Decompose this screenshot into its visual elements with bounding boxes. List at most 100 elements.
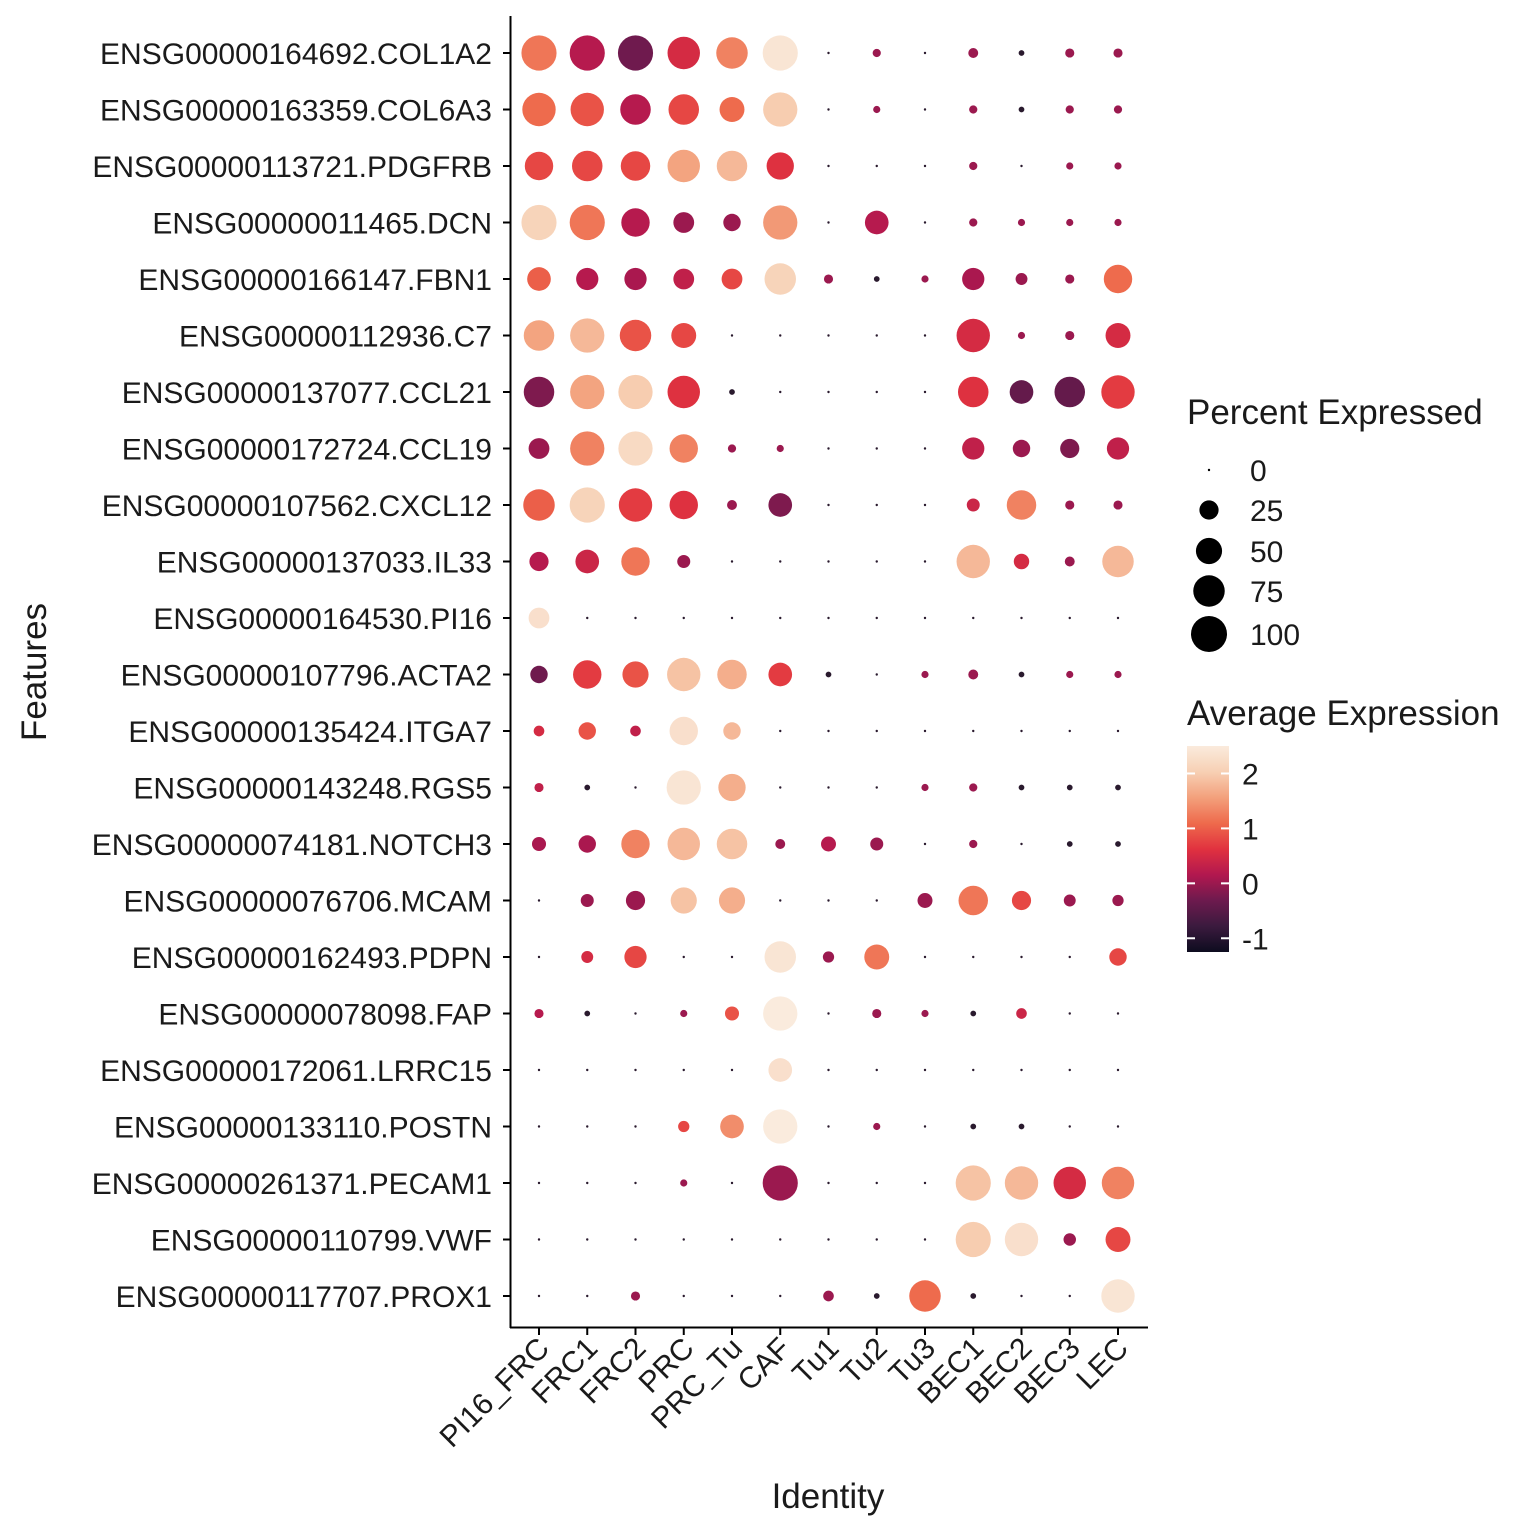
dot xyxy=(1020,842,1023,846)
dot xyxy=(921,783,929,792)
y-tick-label: ENSG00000164692.COL1A2 xyxy=(100,38,492,71)
dot xyxy=(875,447,878,450)
x-tick-label: LEC xyxy=(1070,1332,1135,1397)
dot xyxy=(668,94,700,125)
dot xyxy=(875,899,878,902)
dot xyxy=(969,783,978,792)
dot xyxy=(586,1181,589,1185)
dot xyxy=(1012,439,1031,458)
dot xyxy=(624,945,647,969)
dot xyxy=(1060,438,1080,459)
dot xyxy=(1116,616,1120,620)
dot xyxy=(822,951,835,963)
dot xyxy=(823,274,834,284)
dot xyxy=(768,493,793,517)
dot xyxy=(529,551,549,572)
dot xyxy=(923,447,927,450)
dot xyxy=(717,659,747,690)
dot xyxy=(923,334,927,337)
dot xyxy=(537,1294,541,1298)
y-tick-label: ENSG00000172724.CCL19 xyxy=(122,434,492,467)
dot xyxy=(875,560,878,563)
dot xyxy=(864,944,890,970)
dot xyxy=(1068,729,1071,733)
dot xyxy=(624,267,647,291)
dot xyxy=(617,35,654,71)
dot xyxy=(955,1221,991,1258)
dot xyxy=(827,390,830,394)
y-tick-labels: ENSG00000164692.COL1A2 ENSG00000163359.CO… xyxy=(92,38,492,1314)
dot xyxy=(730,616,734,620)
dot xyxy=(955,1165,991,1201)
dot xyxy=(530,665,548,684)
dot xyxy=(1065,274,1075,284)
y-tick-label: ENSG00000112936.C7 xyxy=(179,321,492,354)
dot xyxy=(1009,380,1034,404)
dot xyxy=(768,662,793,687)
x-tick-labels: PI16_FRCFRC1FRC2PRCPRC_TuCAFTu1Tu2Tu3BEC… xyxy=(434,1332,1135,1454)
dot xyxy=(671,323,697,348)
dot xyxy=(827,1125,830,1128)
dot xyxy=(1020,616,1023,620)
dot xyxy=(669,434,698,463)
dot xyxy=(827,1012,830,1015)
dot xyxy=(875,334,878,337)
dot xyxy=(569,487,605,523)
dot xyxy=(1020,955,1023,959)
dot xyxy=(763,205,798,240)
y-tick-label: ENSG00000164530.PI16 xyxy=(153,603,492,636)
dot xyxy=(966,498,980,512)
dot xyxy=(680,1009,688,1018)
dot xyxy=(669,490,698,520)
dot xyxy=(875,673,878,676)
dot xyxy=(909,1280,941,1312)
dot xyxy=(581,951,594,963)
dot xyxy=(533,725,545,737)
y-tick-label: ENSG00000074181.NOTCH3 xyxy=(92,829,492,862)
dot xyxy=(827,334,830,337)
colorbar-label: -1 xyxy=(1242,923,1269,956)
dot xyxy=(666,770,701,805)
dot xyxy=(1068,1294,1071,1298)
dot xyxy=(873,276,880,282)
dot xyxy=(875,390,878,394)
dot xyxy=(872,48,881,58)
dot xyxy=(970,1010,977,1017)
x-tick-label: Tu2 xyxy=(835,1332,894,1391)
dot xyxy=(537,1238,541,1241)
dot xyxy=(873,1122,881,1131)
dot xyxy=(570,318,605,353)
dot xyxy=(923,51,927,55)
dot xyxy=(730,1238,734,1241)
dot xyxy=(962,437,985,460)
y-axis-title: Features xyxy=(15,603,54,741)
dot xyxy=(534,1008,544,1019)
size-legend-label: 75 xyxy=(1250,576,1283,609)
dot xyxy=(766,152,794,180)
dot xyxy=(634,616,637,620)
dot xyxy=(719,97,745,122)
dot xyxy=(1116,729,1120,733)
dot xyxy=(827,447,830,450)
dot xyxy=(576,267,599,291)
dot xyxy=(1103,264,1133,294)
size-legend: Percent Expressed 0 25 50 75 100 xyxy=(1187,393,1483,652)
dot xyxy=(923,616,927,620)
dot xyxy=(1018,784,1025,791)
dot xyxy=(682,1294,685,1298)
dot xyxy=(531,836,547,852)
dot xyxy=(875,1238,878,1241)
dot xyxy=(1006,490,1037,520)
dot xyxy=(1066,162,1074,170)
dot xyxy=(569,35,605,71)
colorbar-label: 0 xyxy=(1242,868,1259,901)
dot xyxy=(1020,164,1023,168)
dot xyxy=(762,1165,798,1201)
dot xyxy=(921,275,929,283)
dot xyxy=(1004,1222,1039,1257)
y-tick-label: ENSG00000113721.PDGFRB xyxy=(92,151,492,184)
dot xyxy=(580,893,594,908)
dot xyxy=(618,374,653,410)
y-tick-label: ENSG00000117707.PROX1 xyxy=(116,1281,492,1314)
dot xyxy=(1065,48,1075,58)
